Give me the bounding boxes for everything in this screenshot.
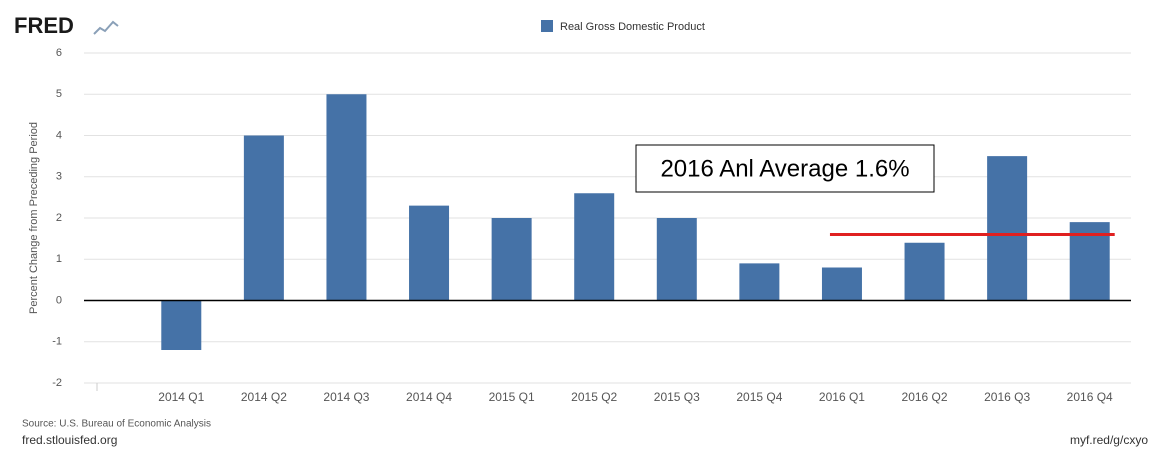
- y-tick-label: 6: [56, 47, 62, 59]
- x-tick-label: 2015 Q4: [736, 390, 782, 404]
- x-tick-label: 2015 Q3: [654, 390, 700, 404]
- logo-icon: [93, 20, 119, 35]
- annotation: 2016 Anl Average 1.6%: [660, 155, 909, 182]
- y-tick-label: 2: [56, 212, 62, 224]
- x-tick-label: 2014 Q4: [406, 390, 452, 404]
- bar: [656, 218, 697, 301]
- x-tick-label: 2015 Q1: [489, 390, 535, 404]
- bar: [904, 242, 945, 301]
- y-tick-label: 4: [56, 129, 62, 141]
- y-tick-label: -2: [52, 377, 62, 389]
- logo: FRED: [14, 13, 74, 38]
- bar: [574, 193, 615, 301]
- y-tick-label: 1: [56, 253, 62, 265]
- site: fred.stlouisfed.org: [22, 433, 117, 447]
- bar: [739, 263, 780, 301]
- x-tick-label: 2014 Q1: [158, 390, 204, 404]
- legend-swatch: [541, 20, 553, 32]
- bar: [243, 135, 284, 301]
- bar: [161, 300, 202, 350]
- bar: [821, 267, 862, 301]
- source: Source: U.S. Bureau of Economic Analysis: [22, 419, 211, 430]
- bar: [491, 218, 532, 301]
- x-tick-label: 2014 Q2: [241, 390, 287, 404]
- annotation-box: [635, 144, 935, 193]
- bar: [326, 94, 367, 301]
- y-tick-label: -1: [52, 336, 62, 348]
- x-tick-label: 2015 Q2: [571, 390, 617, 404]
- x-tick-label: 2016 Q2: [902, 390, 948, 404]
- x-tick-label: 2016 Q4: [1067, 390, 1113, 404]
- x-tick-label: 2016 Q3: [984, 390, 1030, 404]
- short-url: myf.red/g/cxyo: [1070, 433, 1148, 447]
- x-tick-label: 2016 Q1: [819, 390, 865, 404]
- bar: [987, 156, 1028, 301]
- y-tick-label: 0: [56, 294, 62, 306]
- legend-label: Real Gross Domestic Product: [560, 21, 705, 33]
- y-tick-label: 3: [56, 171, 62, 183]
- x-tick-label: 2014 Q3: [323, 390, 369, 404]
- bar: [409, 205, 450, 301]
- y-axis-label: Percent Change from Preceding Period: [28, 122, 40, 314]
- y-tick-label: 5: [56, 88, 62, 100]
